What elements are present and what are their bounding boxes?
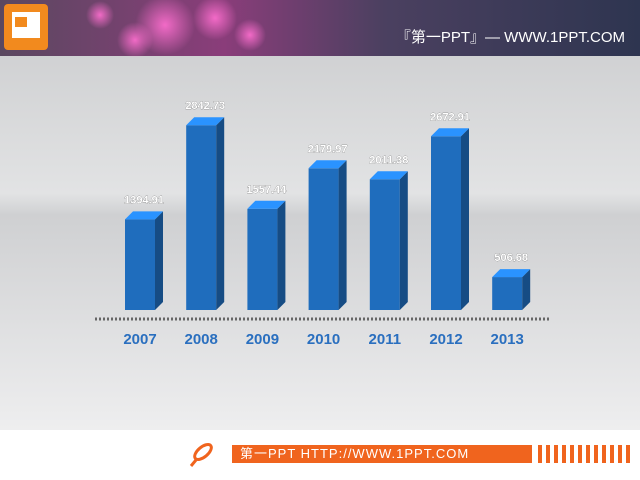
value-label: 1394.91: [124, 194, 164, 206]
bar-front: [369, 179, 400, 310]
value-label: 506.68: [494, 252, 528, 264]
bar: [125, 211, 163, 310]
bar-side: [338, 160, 347, 310]
value-label: 2672.91: [430, 111, 470, 123]
x-tick-label: 2010: [307, 331, 340, 348]
footer-icon: [189, 443, 213, 467]
x-tick-label: 2007: [123, 331, 156, 348]
bar-top: [125, 211, 163, 220]
footer-text: 第一PPT HTTP://WWW.1PPT.COM: [240, 446, 469, 461]
value-label: 2842.73: [185, 100, 225, 112]
bar-side: [155, 211, 163, 310]
bar-front: [431, 136, 461, 310]
bar-top: [492, 269, 531, 278]
bar-top: [431, 128, 469, 137]
bar: [431, 128, 469, 310]
bar-top: [369, 171, 408, 180]
bar: [186, 117, 225, 310]
value-label: 2179.97: [308, 143, 348, 155]
bar-side: [277, 200, 286, 310]
bar-front: [247, 208, 278, 310]
logo-icon: [4, 4, 48, 50]
bar: [247, 200, 286, 310]
bar: [492, 269, 531, 310]
bar-top: [186, 117, 225, 126]
bar-top: [247, 200, 286, 209]
bar-front: [186, 125, 217, 310]
bar: [308, 160, 347, 310]
bokeh: [86, 0, 266, 58]
bar-front: [308, 168, 339, 310]
x-tick-label: 2011: [369, 331, 402, 348]
x-tick-label: 2008: [185, 331, 218, 348]
value-label: 1557.44: [247, 184, 288, 196]
x-tick-label: 2009: [246, 331, 279, 348]
x-tick-label: 2013: [491, 331, 524, 348]
footer-stripes: [538, 445, 630, 463]
bar: [369, 171, 408, 310]
header-text: 『第一PPT』— WWW.1PPT.COM: [396, 28, 625, 46]
bar-side: [399, 171, 408, 310]
bar-side: [522, 269, 531, 310]
bar-front: [125, 219, 155, 310]
bar-side: [216, 117, 225, 310]
bar-side: [461, 128, 469, 310]
x-tick-label: 2012: [429, 331, 462, 348]
bar-front: [492, 277, 523, 310]
footer-bar: [232, 445, 532, 463]
bar-top: [308, 160, 347, 169]
value-label: 2011.38: [369, 154, 408, 166]
